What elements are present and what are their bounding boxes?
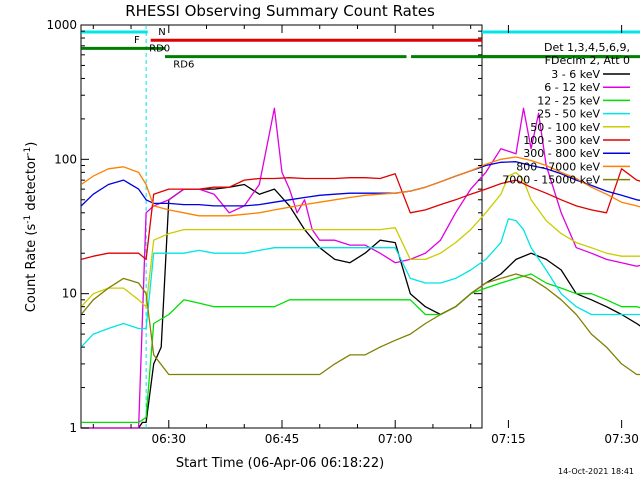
- timestamp: 14-Oct-2021 18:41: [558, 467, 634, 476]
- y-axis-label-main: Count Rate (s: [24, 224, 39, 313]
- y-tick-label-0: 1: [69, 421, 77, 435]
- legend-label-7: 800 - 7000 keV: [516, 160, 600, 173]
- series-lines: [80, 107, 640, 429]
- series-line-4: [80, 171, 640, 308]
- series-line-1: [81, 107, 640, 429]
- chart-title: RHESSI Observing Summary Count Rates: [125, 2, 435, 20]
- flag-bar-label-rd0: RD0: [149, 43, 170, 54]
- y-axis-label-rest: detector: [24, 155, 39, 215]
- legend-label-8: 7000 - 15000 keV: [502, 174, 600, 187]
- series-line-0: [81, 183, 640, 429]
- legend-label-5: 100 - 300 keV: [523, 134, 600, 147]
- y-tick-label-2: 100: [54, 152, 77, 166]
- legend-label-2: 12 - 25 keV: [537, 94, 600, 107]
- series-line-2: [81, 273, 640, 424]
- x-axis-label: Start Time (06-Apr-06 06:18:22): [176, 456, 384, 471]
- series-line-8: [80, 273, 640, 376]
- legend-label-3: 25 - 50 keV: [537, 108, 600, 121]
- y-tick-label-1: 10: [62, 287, 77, 301]
- y-axis-label-end: ): [24, 142, 39, 147]
- x-tick-label-0: 06:30: [151, 432, 186, 446]
- x-tick-label-2: 07:00: [378, 432, 413, 446]
- y-tick-label-3: 1000: [46, 18, 77, 32]
- legend-label-0: 3 - 6 keV: [551, 68, 600, 81]
- legend-header-line-2: FDecim 2, Att 0: [545, 54, 630, 67]
- y-axis-label-sup2: -1: [23, 147, 33, 156]
- y-axis-label: Count Rate (s-1 detector-1): [23, 142, 39, 313]
- series-line-5: [81, 168, 640, 261]
- flag-bar-label-n: N: [158, 27, 165, 38]
- flag-bar-label-rd6: RD6: [173, 60, 194, 71]
- flag-bar-label-f: F: [134, 35, 140, 46]
- series-line-3: [80, 218, 640, 348]
- legend-label-1: 6 - 12 keV: [544, 81, 600, 94]
- y-axis-label-sup: -1: [23, 215, 33, 224]
- legend: Det 1,3,4,5,6,9, FDecim 2, Att 0 3 - 6 k…: [502, 41, 630, 187]
- legend-header-line-1: Det 1,3,4,5,6,9,: [544, 41, 630, 54]
- legend-label-4: 50 - 100 keV: [530, 121, 600, 134]
- series-line-7: [80, 156, 640, 217]
- x-tick-label-3: 07:15: [491, 432, 526, 446]
- x-tick-label-1: 06:45: [265, 432, 300, 446]
- x-tick-label-4: 07:30: [604, 432, 639, 446]
- y-axis-ticks: 1 10 100 1000: [46, 18, 482, 435]
- legend-label-6: 300 - 800 keV: [523, 147, 600, 160]
